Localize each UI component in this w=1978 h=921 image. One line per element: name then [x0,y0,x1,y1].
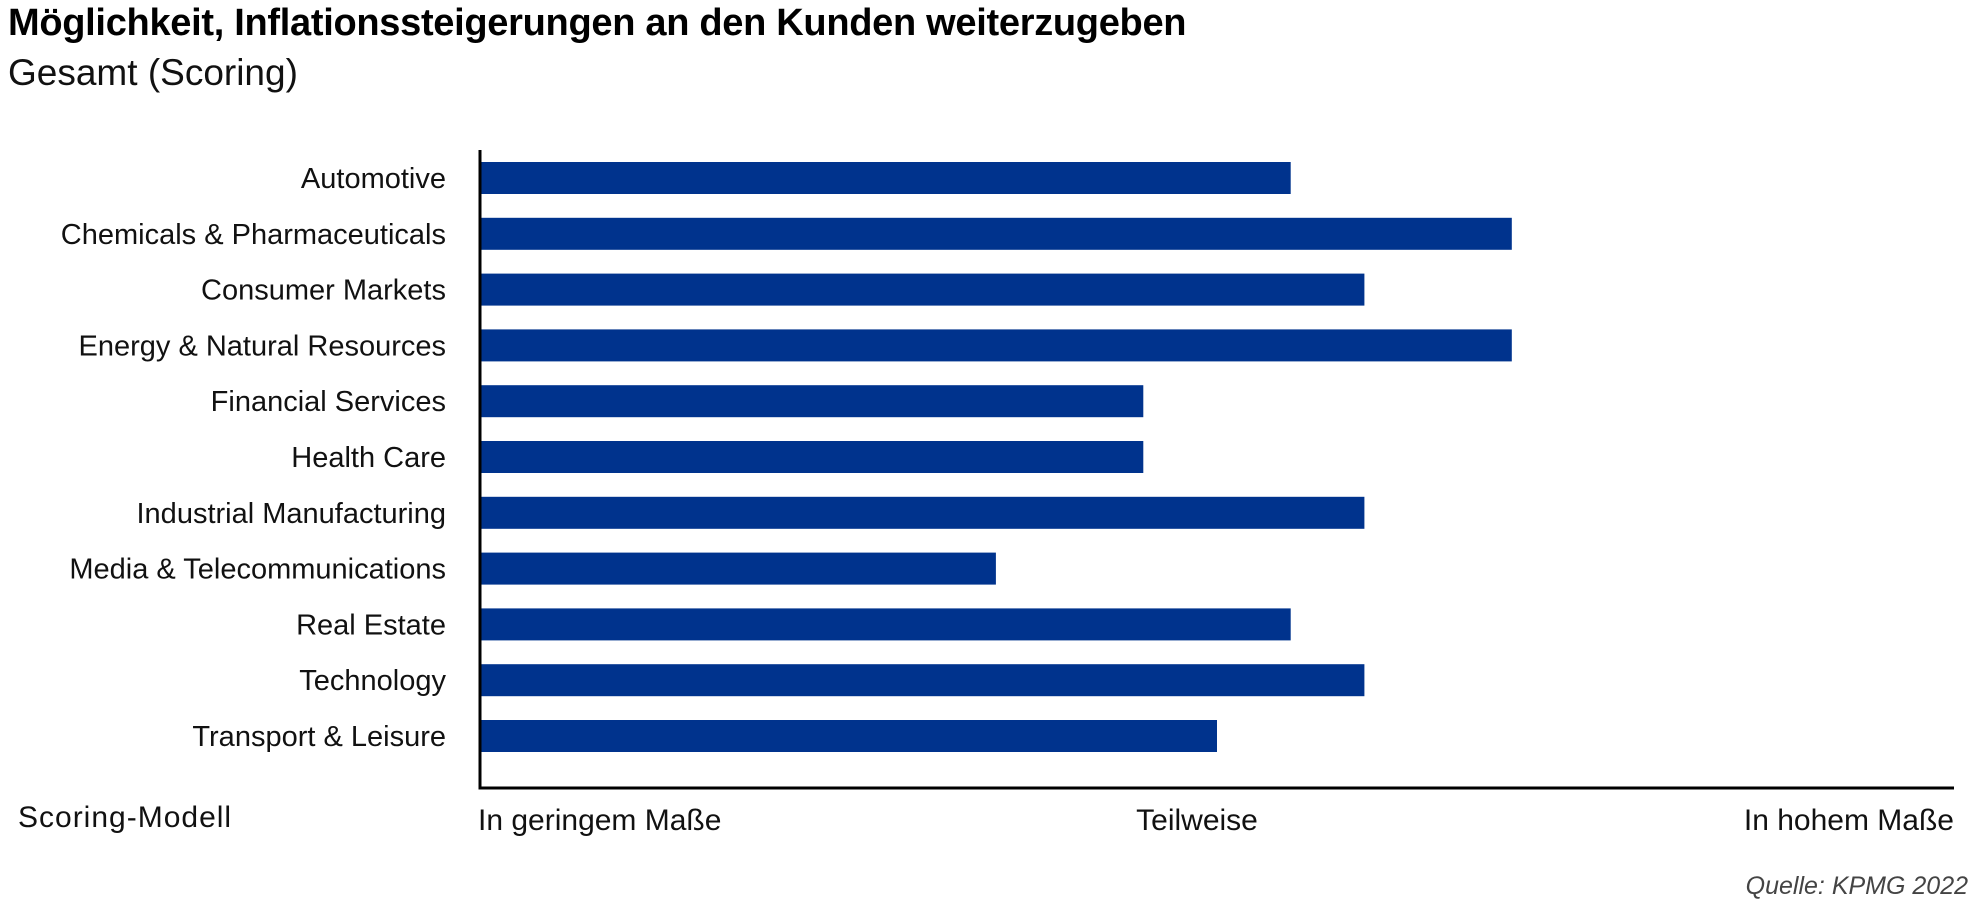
bar [481,664,1365,697]
bar [481,329,1512,362]
bar [481,720,1217,752]
category-label: Transport & Leisure [192,721,446,753]
bar [481,552,996,585]
category-label: Automotive [301,163,446,195]
bar [481,608,1291,641]
x-tick-label: In hohem Maße [1744,804,1954,837]
category-label: Media & Telecommunications [69,554,446,586]
category-label: Real Estate [296,609,446,641]
bar [481,273,1365,306]
bar [481,441,1144,473]
category-label: Technology [299,665,446,697]
source-note: Quelle: KPMG 2022 [1745,872,1968,900]
bar [481,217,1512,250]
bar [481,496,1365,529]
category-labels: Automotive Chemicals & Pharmaceuticals Con… [61,163,447,753]
x-axis-label: Scoring-Modell [18,801,232,834]
bar [481,162,1291,194]
category-label: Health Care [291,442,446,474]
x-tick-labels: In geringem Maße Teilweise In hohem Maße [478,804,1954,837]
bar [481,385,1144,418]
chart-subtitle: Gesamt (Scoring) [8,52,298,93]
category-label: Financial Services [211,386,446,418]
category-label: Consumer Markets [201,275,446,307]
chart-title: Möglichkeit, Inflationssteigerungen an d… [8,2,1187,44]
x-tick-label: In geringem Maße [478,804,721,837]
category-label: Energy & Natural Resources [79,330,447,362]
category-label: Industrial Manufacturing [137,498,447,530]
category-label: Chemicals & Pharmaceuticals [61,219,446,251]
bars-group [481,162,1512,752]
x-tick-label: Teilweise [1136,804,1258,837]
